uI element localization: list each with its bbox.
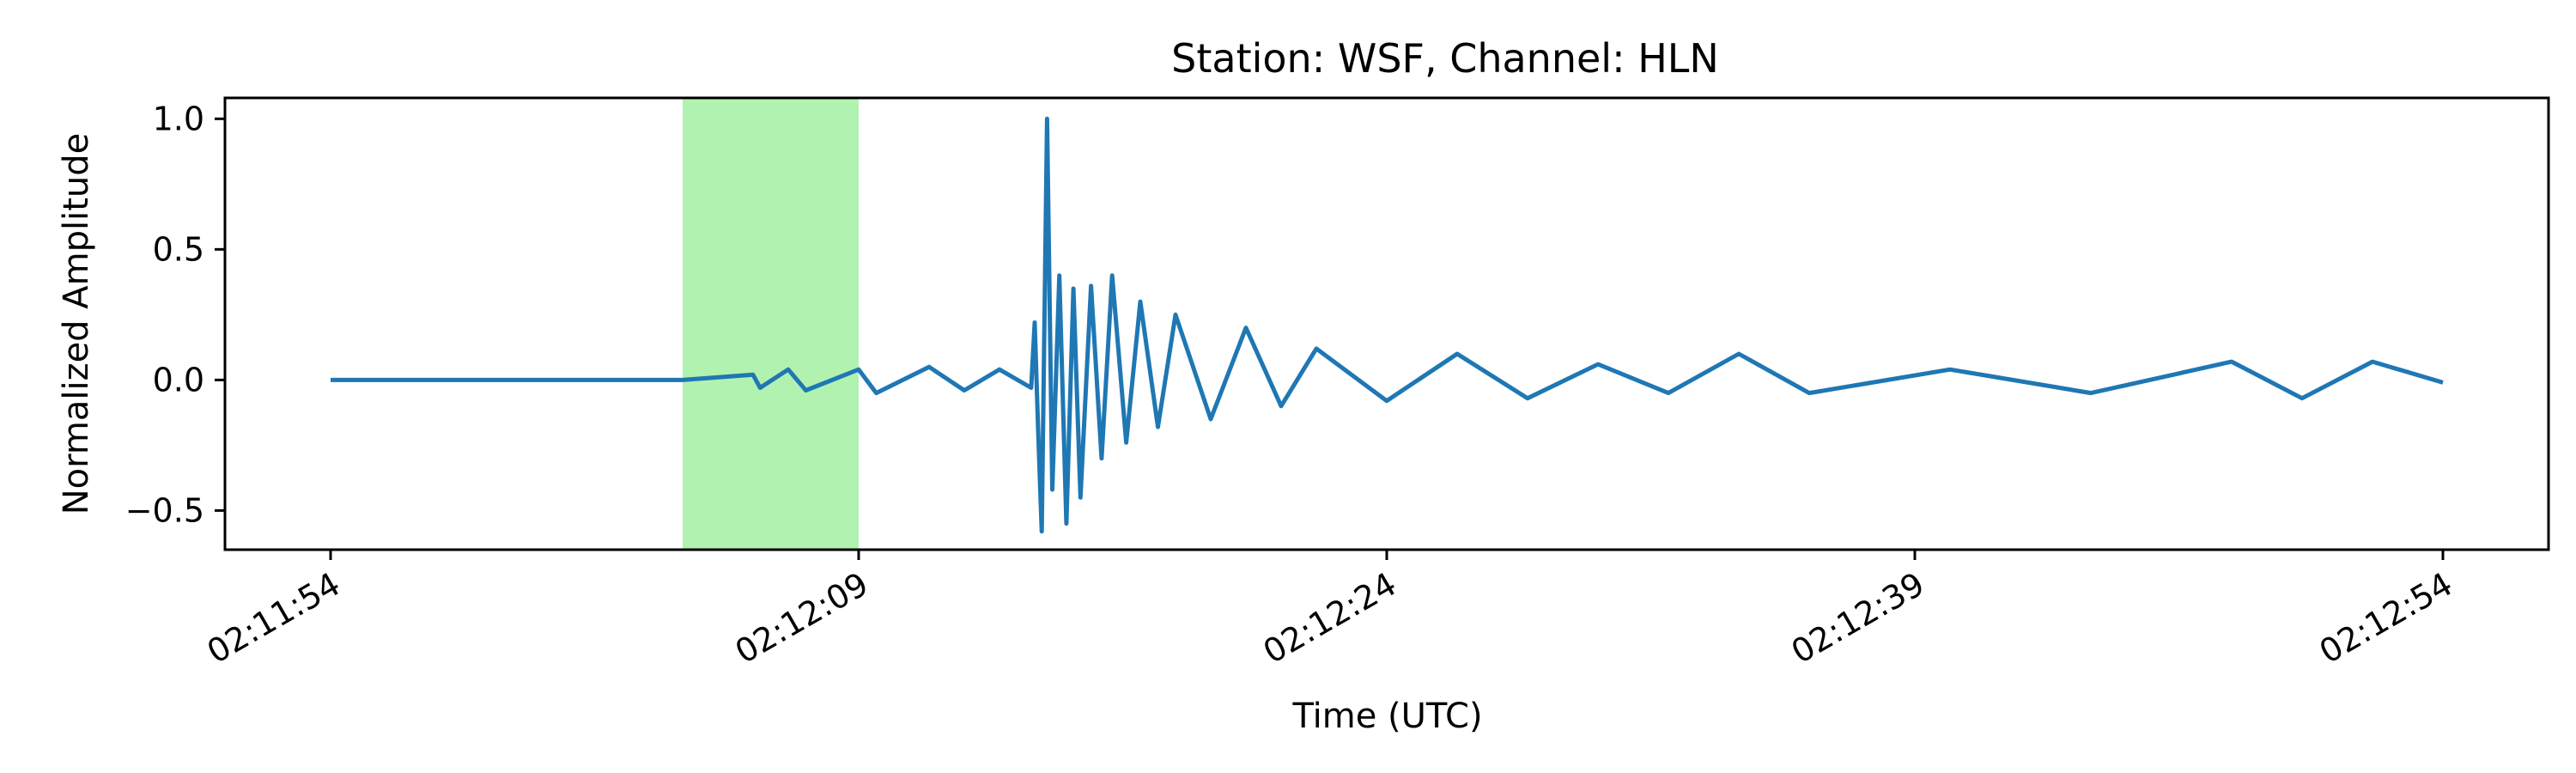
highlight-window: [683, 98, 859, 550]
x-tick-label: 02:11:54: [201, 565, 347, 671]
y-axis-title: Normalized Amplitude: [57, 133, 96, 515]
y-axis: −0.5 0.0 0.5 1.0: [125, 100, 225, 529]
waveform-line: [331, 116, 2444, 534]
x-axis-title: Time (UTC): [1291, 697, 1482, 736]
x-tick-label: 02:12:24: [1257, 565, 1403, 671]
x-tick-label: 02:12:09: [729, 565, 875, 671]
plot-area: [223, 96, 2550, 551]
plot-frame: [223, 96, 2550, 551]
x-tick-label: 02:12:54: [2313, 565, 2459, 671]
x-axis: 02:11:54 02:12:09 02:12:24 02:12:39 02:12:54: [201, 550, 2459, 671]
y-tick-label: −0.5: [125, 491, 204, 529]
x-tick-label: 02:12:39: [1785, 565, 1931, 671]
y-tick-label: 0.5: [153, 230, 204, 268]
y-tick-label: 0.0: [153, 361, 204, 399]
y-tick-label: 1.0: [153, 100, 204, 137]
chart-title: Station: WSF, Channel: HLN: [1171, 35, 1719, 82]
